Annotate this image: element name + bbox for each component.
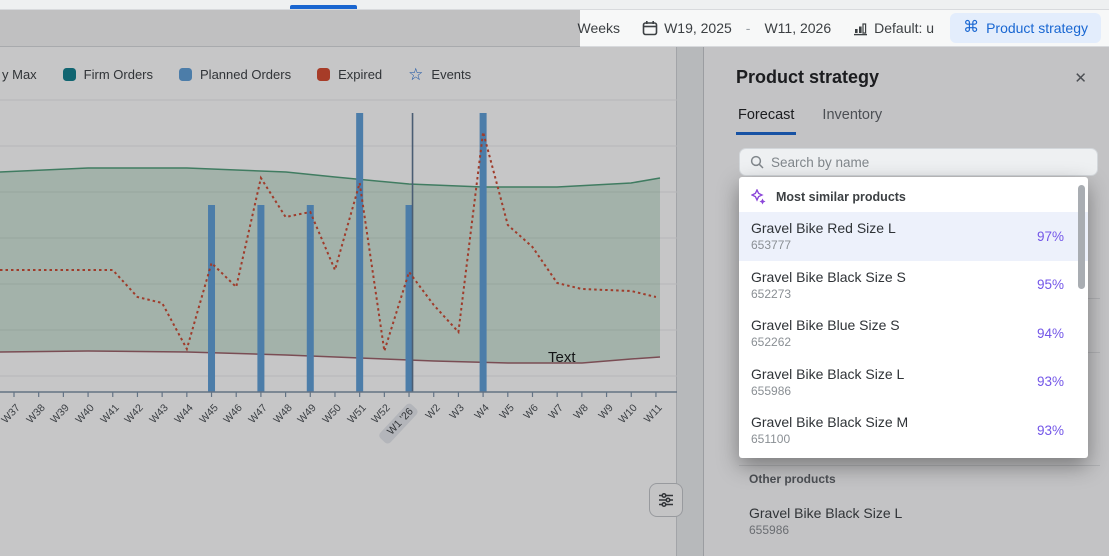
similar-product-row[interactable]: Gravel Bike Red Size L 653777 97% [739,212,1088,261]
most-similar-header: Most similar products [739,177,1088,212]
similar-product-row[interactable]: Gravel Bike Black Size S 652273 95% [739,261,1088,310]
similar-product-row[interactable]: Gravel Bike Blue Size S 652262 94% [739,309,1088,358]
similar-products-dropdown: Most similar products Gravel Bike Red Si… [739,177,1088,458]
product-name: Gravel Bike Black Size M [751,414,909,431]
product-name: Gravel Bike Black Size S [751,268,906,285]
sliders-icon [657,491,675,509]
product-name: Gravel Bike Black Size L [751,365,905,382]
forecast-chart-card: y Max Firm Orders Planned Orders Expired ☆ Ev… [0,47,683,556]
panel-tabs: Forecast Inventory [736,107,884,135]
search-input[interactable] [771,154,1087,170]
similarity-percent: 93% [1036,422,1064,438]
product-strategy-button[interactable]: ⌘ Product strategy [950,13,1101,43]
legend-item[interactable]: Firm Orders [62,66,154,82]
forecast-chart[interactable] [0,90,677,402]
other-products-header: Other products [749,472,836,486]
legend-item[interactable]: y Max [2,67,37,82]
panel-title: Product strategy [736,67,880,87]
date-range-picker[interactable]: W19, 2025 - W11, 2026 [642,20,831,36]
default-view-selector[interactable]: Default: u [853,20,934,36]
legend-label: y Max [2,66,37,82]
legend-swatch [317,67,331,81]
product-name: Gravel Bike Blue Size S [751,317,900,334]
panel-divider [739,465,1100,466]
product-search-box[interactable] [739,148,1098,176]
product-strategy-panel: Product strategy ✕ Forecast Inventory Oth… [703,47,1109,556]
similar-product-row[interactable]: Gravel Bike Black Size M 651100 93% [739,406,1088,455]
legend-item[interactable]: ☆ Events [408,64,472,84]
product-name: Gravel Bike Red Size L [751,220,896,237]
legend-item[interactable]: Expired [317,67,382,82]
similar-product-row[interactable]: Gravel Bike Black Size L 655986 93% [739,358,1088,407]
product-code: 653777 [751,238,792,253]
date-range-end: W11, 2026 [764,20,832,36]
ai-sparkle-icon [751,189,767,205]
bar-chart-icon [853,21,868,36]
most-similar-header-label: Most similar products [776,190,906,204]
legend-label: Events [431,66,472,82]
other-product-name[interactable]: Gravel Bike Black Size L [749,505,903,521]
similarity-percent: 97% [1036,228,1064,244]
close-icon[interactable]: ✕ [1074,70,1087,87]
product-code: 651100 [751,432,791,447]
dropdown-scrollbar[interactable] [1078,185,1085,289]
legend-label: Expired [338,66,383,82]
legend-label: Planned Orders [200,66,292,82]
chart-text-annotation: Text [548,349,576,366]
product-strategy-button-label: Product strategy [986,20,1088,36]
top-tab-strip [0,0,1109,10]
similarity-percent: 95% [1036,277,1064,293]
search-icon [750,155,764,169]
tab-forecast[interactable]: Forecast [736,107,797,135]
chart-legend: y Max Firm Orders Planned Orders Expired ☆ Ev… [2,61,471,87]
legend-label: Firm Orders [83,66,154,82]
command-icon: ⌘ [963,19,980,36]
toolbar: Weeks W19, 2025 - W11, 2026 Default: u ⌘… [0,10,1109,47]
dim-overlay [0,10,580,47]
similarity-percent: 93% [1036,374,1064,390]
default-view-label: Default: u [874,20,935,36]
product-code: 652273 [751,286,792,301]
calendar-icon [642,20,658,36]
tab-inventory[interactable]: Inventory [822,107,883,123]
product-code: 655986 [751,383,792,398]
active-tab-indicator [290,5,357,9]
legend-swatch [179,67,193,81]
timescale-weeks-selector[interactable]: Weeks [577,20,621,36]
product-code: 652262 [751,335,792,350]
legend-item[interactable]: Planned Orders [179,67,291,82]
chart-settings-button[interactable] [649,483,683,517]
legend-swatch [62,67,76,81]
date-range-start: W19, 2025 [664,20,732,36]
similarity-percent: 94% [1036,325,1064,341]
star-icon: ☆ [408,64,424,84]
other-product-code: 655986 [749,523,790,537]
date-range-separator: - [745,20,751,36]
